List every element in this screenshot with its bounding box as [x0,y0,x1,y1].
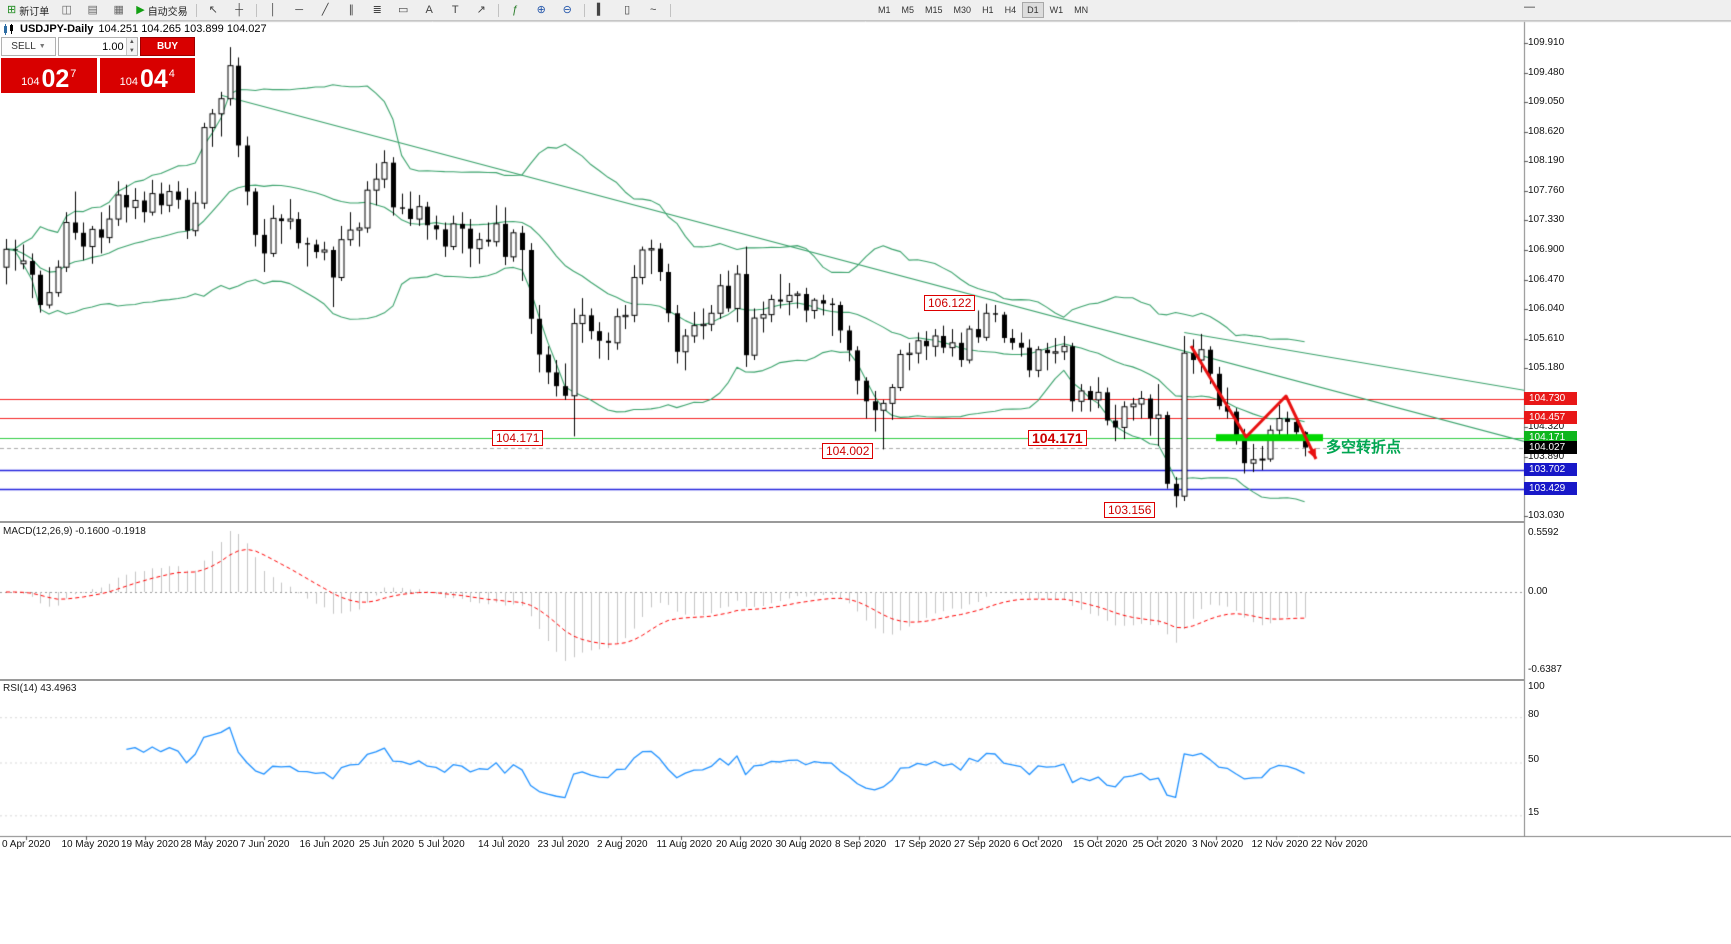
timeframe-m1-button[interactable]: M1 [878,5,891,15]
sell-mode-label: SELL [11,41,36,52]
symbol-title: USDJPY-Daily [20,23,94,35]
auto-trading-label: 自动交易 [147,6,188,18]
timeframe-bar: M1 M5 M15 M30 H1 H4 D1 W1 MN [873,2,1093,18]
ohlc-readout: 104.251 104.265 103.899 104.027 [98,23,267,35]
zoom-out-icon: ⊖ [562,3,572,16]
fibonacci-icon: ≣ [372,3,382,16]
chevron-down-icon: ▼ [38,43,46,50]
timeframe-w1-button[interactable]: W1 [1049,5,1064,15]
timeframe-m5-button[interactable]: M5 [901,5,915,15]
zoom-in-icon: ⊕ [536,3,546,16]
auto-trading-button[interactable]: ▶ 自动交易 [132,1,191,20]
macd-pane-separator[interactable] [0,521,1524,523]
buy-mode-label: BUY [156,41,179,52]
timeframe-d1-button[interactable]: D1 [1022,2,1044,18]
rsi-pane-separator[interactable] [0,679,1524,681]
price-callout[interactable]: 106.122 [924,295,976,311]
templates-button[interactable]: ▦ [106,1,131,20]
trendline-icon: ╱ [321,3,329,16]
toolbar-icons: ⊞ 新订单 ◫ ▤ ▦ ▶ 自动交易 ↖ ┼ │ ─ ╱ ∥ ≣ ▭ A T ↗ ƒ ⊕ ⊖ ▍ ▯ ~ [3,1,674,20]
channel-icon: ∥ [348,3,354,16]
chart-window-button[interactable]: ◫ [54,1,79,20]
new-order-button[interactable]: ⊞ 新订单 [3,1,53,20]
toolbar-separator [255,3,257,17]
candlestick-chart-icon: ▯ [624,3,631,16]
price-callout[interactable]: 104.171 [1028,430,1087,446]
bar-chart-button[interactable]: ▍ [589,1,614,20]
sell-mode-button[interactable]: SELL ▼ [1,37,56,56]
crosshair-button[interactable]: ┼ [227,1,252,20]
sell-price-int: 104 [21,76,40,88]
toolbar-separator [195,3,197,17]
channel-button[interactable]: ∥ [339,1,364,20]
timeframe-mn-button[interactable]: MN [1074,5,1089,15]
timeframe-h1-button[interactable]: H1 [982,5,994,15]
vertical-line-button[interactable]: │ [261,1,286,20]
candlestick-icon [4,23,13,35]
vertical-line-icon: │ [269,3,277,16]
new-order-label: 新订单 [19,6,50,18]
timeframe-m15-button[interactable]: M15 [925,5,943,15]
horizontal-line-icon: ─ [295,3,304,16]
text-label-icon: T [451,3,459,16]
buy-price-button[interactable]: 104 04 4 [99,58,195,93]
text-button[interactable]: A [417,1,442,20]
cursor-button[interactable]: ↖ [201,1,226,20]
volume-input[interactable] [59,38,126,55]
new-order-icon: ⊞ [7,3,17,16]
timeframe-m30-button[interactable]: M30 [953,5,972,15]
macd-label: MACD(12,26,9) -0.1600 -0.1918 [3,526,146,537]
zoom-out-button[interactable]: ⊖ [555,1,580,20]
sell-price-big: 02 [41,65,70,93]
text-label-button[interactable]: T [443,1,468,20]
price-callout[interactable]: 104.002 [822,443,874,459]
sell-price-sup: 7 [70,68,77,80]
buy-price-sup: 4 [168,68,175,80]
volume-stepper: ▲ ▼ [58,37,138,56]
horizontal-line-button[interactable]: ─ [287,1,312,20]
auto-trading-icon: ▶ [136,3,145,16]
indicators-button[interactable]: ƒ [503,1,528,20]
trendline-button[interactable]: ╱ [313,1,338,20]
arrow-icon: ↗ [476,3,486,16]
chart-window-icon: ◫ [61,3,72,16]
bar-chart-icon: ▍ [596,3,606,16]
volume-up-button[interactable]: ▲ [126,38,137,47]
fibonacci-button[interactable]: ≣ [365,1,390,20]
templates-icon: ▦ [113,3,124,16]
price-axis[interactable] [1524,22,1731,836]
indicators-icon: ƒ [512,3,519,16]
price-callout[interactable]: 104.171 [492,430,544,446]
profiles-icon: ▤ [87,3,98,16]
zoom-in-button[interactable]: ⊕ [529,1,554,20]
toolbar-separator [669,3,671,17]
timeframe-h4-button[interactable]: H4 [1004,5,1017,15]
rsi-label: RSI(14) 43.4963 [3,683,77,694]
toolbar-separator [583,3,585,17]
buy-price-int: 104 [119,76,138,88]
shapes-button[interactable]: ▭ [391,1,416,20]
line-chart-button[interactable]: ~ [641,1,666,20]
time-axis[interactable] [0,837,1524,855]
chart-header: USDJPY-Daily 104.251 104.265 103.899 104… [3,23,267,35]
price-callout[interactable]: 103.156 [1104,502,1156,518]
volume-down-button[interactable]: ▼ [126,46,137,55]
main-toolbar: ⊞ 新订单 ◫ ▤ ▦ ▶ 自动交易 ↖ ┼ │ ─ ╱ ∥ ≣ ▭ A T ↗ ƒ ⊕ ⊖ ▍ ▯ ~ M1 M5 M15 M30… [0,0,1731,21]
turning-point-label[interactable]: 多空转折点 [1326,439,1402,456]
cursor-icon: ↖ [208,3,218,16]
text-icon: A [425,3,433,16]
toolbar-separator [497,3,499,17]
line-chart-icon: ~ [649,3,657,16]
sell-price-button[interactable]: 104 02 7 [1,58,97,93]
buy-price-big: 04 [139,65,168,93]
shapes-icon: ▭ [397,3,409,16]
minimize-button[interactable]: — [1524,1,1535,13]
candlestick-chart-button[interactable]: ▯ [615,1,640,20]
profiles-button[interactable]: ▤ [80,1,105,20]
crosshair-icon: ┼ [235,3,244,16]
arrow-button[interactable]: ↗ [469,1,494,20]
buy-mode-button[interactable]: BUY [140,37,195,56]
